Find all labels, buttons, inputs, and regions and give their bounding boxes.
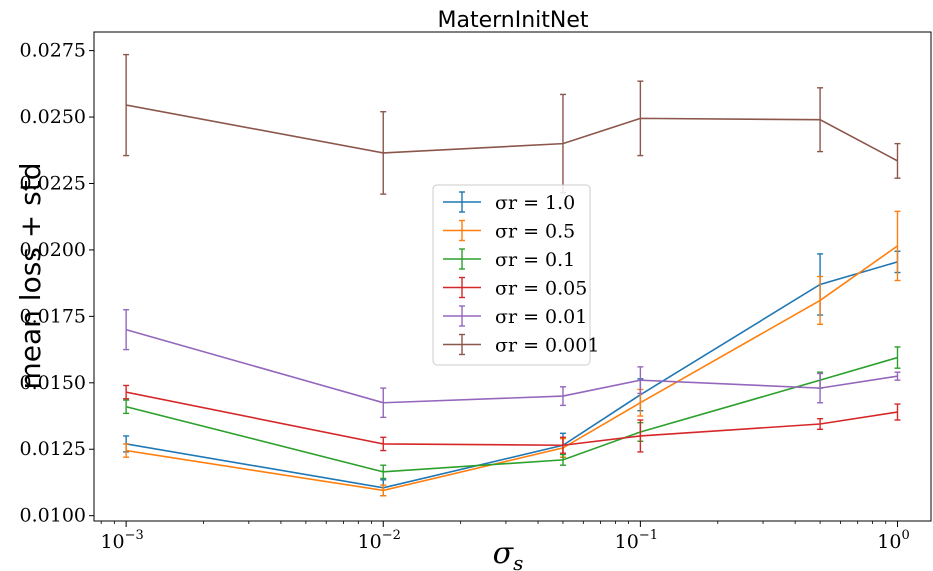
y-tick-label: 0.0275 [20, 40, 86, 62]
series-line [125, 245, 898, 492]
legend-entry: σr = 0.05 [443, 276, 587, 300]
legend-label: σr = 0.1 [495, 249, 575, 271]
legend-entry: σr = 0.01 [443, 305, 587, 328]
y-tick-label: 0.0150 [20, 372, 86, 394]
x-axis-label: σs [493, 536, 524, 571]
series-line [125, 261, 898, 489]
series-3 [123, 384, 901, 454]
plot-frame [93, 31, 932, 522]
series-line [125, 328, 898, 404]
legend-entry: σr = 0.001 [443, 333, 599, 357]
y-tick-label: 0.0100 [20, 505, 86, 527]
legend: σr = 1.0 σr = 0.5 σr = 0.1 σr = 0.05 σr = 0.… [432, 184, 599, 366]
legend-entry: σr = 0.5 [443, 219, 575, 243]
x-tick-label: 10−1 [615, 528, 658, 553]
series-2 [123, 346, 901, 480]
legend-label: σr = 1.0 [495, 192, 575, 214]
chart-title: MaternInitNet [437, 8, 588, 33]
x-axis-label-subscript: s [513, 551, 523, 571]
series-5 [123, 53, 901, 195]
series-line [125, 104, 898, 162]
legend-label: σr = 0.05 [495, 278, 587, 300]
series-line [125, 391, 898, 447]
legend-label: σr = 0.5 [495, 221, 575, 243]
legend-entry: σr = 0.1 [443, 248, 575, 271]
series-line [125, 356, 898, 473]
y-axis-label: mean loss + std [14, 163, 47, 390]
x-tick-label: 10−2 [358, 528, 401, 553]
y-tick-label: 0.0250 [20, 106, 86, 128]
legend-label: σr = 0.001 [495, 335, 599, 357]
y-tick-label: 0.0175 [20, 305, 86, 327]
y-tick-label: 0.0200 [20, 239, 86, 261]
legend-label: σr = 0.01 [495, 306, 587, 328]
legend-entry: σr = 1.0 [443, 191, 575, 214]
series-4 [123, 309, 901, 419]
y-tick-label: 0.0125 [20, 438, 86, 460]
x-tick-label: 10−3 [100, 528, 143, 553]
x-tick-label: 100 [877, 528, 909, 553]
y-tick-label: 0.0225 [20, 172, 86, 194]
